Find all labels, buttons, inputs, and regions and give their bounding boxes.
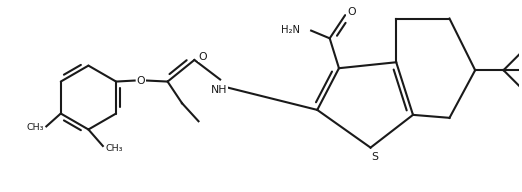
Text: CH₃: CH₃ xyxy=(105,144,123,152)
Text: O: O xyxy=(198,52,207,62)
Text: H₂N: H₂N xyxy=(281,25,300,35)
Text: O: O xyxy=(136,75,145,86)
Text: S: S xyxy=(371,152,378,162)
Text: CH₃: CH₃ xyxy=(26,123,44,132)
Text: NH: NH xyxy=(211,85,228,95)
Text: O: O xyxy=(347,7,355,17)
